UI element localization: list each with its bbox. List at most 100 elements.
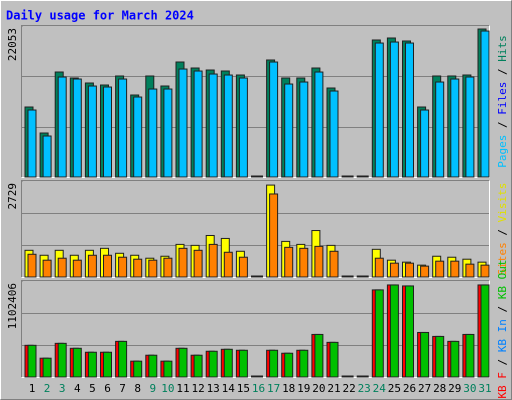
bar	[344, 375, 354, 378]
x-tick-label: 5	[89, 382, 96, 395]
bar	[72, 78, 82, 178]
bar	[148, 88, 158, 178]
bar	[374, 42, 384, 178]
x-tick-label: 3	[59, 382, 66, 395]
chart-title: Daily usage for March 2024	[6, 9, 194, 23]
bar	[299, 247, 309, 278]
x-tick-label: 22	[342, 382, 355, 395]
bar	[193, 249, 203, 278]
bar	[87, 85, 97, 178]
legend-separator: /	[496, 62, 509, 82]
legend-entry: Hits	[496, 35, 509, 62]
bar	[133, 96, 143, 178]
bar	[435, 260, 445, 278]
bar	[405, 262, 414, 278]
bar	[420, 331, 430, 378]
bar	[57, 76, 67, 178]
legend-separator: /	[496, 115, 509, 135]
x-tick-label: 23	[358, 382, 371, 395]
bar	[148, 354, 158, 378]
bar	[72, 259, 82, 278]
bar	[359, 175, 369, 178]
bar	[299, 81, 309, 178]
bar	[254, 375, 263, 378]
legend-entry: KB Out	[496, 259, 509, 299]
bar	[284, 352, 294, 378]
x-tick-label: 26	[403, 382, 416, 395]
x-tick-label: 11	[176, 382, 189, 395]
bar	[329, 90, 339, 178]
bar	[480, 284, 490, 378]
bar	[374, 289, 384, 378]
bar	[163, 88, 173, 178]
x-tick-label: 14	[222, 382, 236, 395]
x-tick-label: 19	[297, 382, 310, 395]
bar	[178, 68, 188, 178]
bar	[238, 256, 248, 278]
bar	[344, 175, 354, 178]
bar	[223, 348, 233, 378]
bar	[193, 354, 203, 378]
bar	[42, 135, 52, 178]
x-tick-label: 10	[161, 382, 174, 395]
x-tick-label: 28	[433, 382, 446, 395]
bar	[450, 260, 460, 278]
legend: Pages / Files / Hits	[496, 35, 509, 168]
bar	[208, 243, 218, 278]
x-tick-label: 18	[282, 382, 295, 395]
bar	[27, 109, 37, 178]
bar	[269, 193, 279, 278]
legend: Sites / Visits	[496, 183, 509, 276]
bar	[103, 254, 112, 278]
legend-separator: /	[496, 352, 509, 372]
bar	[223, 74, 233, 178]
bar	[178, 247, 188, 278]
bar	[420, 265, 430, 278]
legend-entry: Sites	[496, 242, 509, 275]
legend: KB F / KB In / KB Out	[496, 259, 509, 398]
panel	[21, 180, 490, 278]
bar	[450, 340, 460, 378]
x-tick-label: 4	[74, 382, 81, 395]
x-tick-label: 24	[373, 382, 387, 395]
x-tick-label: 30	[463, 382, 476, 395]
bar	[435, 81, 445, 178]
bar	[344, 275, 354, 278]
bar	[435, 335, 445, 378]
bar	[450, 78, 460, 178]
x-tick-label: 16	[252, 382, 265, 395]
bar	[329, 250, 339, 278]
bar	[223, 251, 233, 278]
x-tick-label: 2	[44, 382, 51, 395]
bar	[254, 175, 263, 178]
x-tick-label: 31	[478, 382, 491, 395]
x-tick-label: 9	[149, 382, 156, 395]
bar	[118, 78, 128, 178]
bar	[465, 76, 475, 178]
bar	[87, 351, 97, 378]
x-tick-label: 8	[134, 382, 141, 395]
bar	[133, 360, 143, 378]
legend-separator: /	[496, 222, 509, 242]
bar	[389, 284, 399, 378]
bar	[72, 347, 82, 378]
x-tick-label: 21	[327, 382, 340, 395]
x-tick-label: 7	[119, 382, 126, 395]
legend-separator: /	[496, 299, 509, 319]
bar	[27, 344, 37, 378]
y-tick-label: 22053	[6, 28, 19, 61]
bar	[284, 83, 294, 178]
legend-entry: KB In	[496, 319, 509, 352]
bar	[42, 357, 52, 378]
bar	[314, 71, 324, 178]
y-tick-label: 2729	[6, 183, 19, 210]
bar	[238, 349, 248, 378]
legend-entry: Pages	[496, 135, 509, 168]
bar	[359, 275, 369, 278]
bar	[314, 333, 324, 378]
legend-entry: Visits	[496, 183, 509, 223]
x-tick-label: 6	[104, 382, 111, 395]
bar	[465, 333, 475, 378]
bar	[420, 109, 430, 178]
